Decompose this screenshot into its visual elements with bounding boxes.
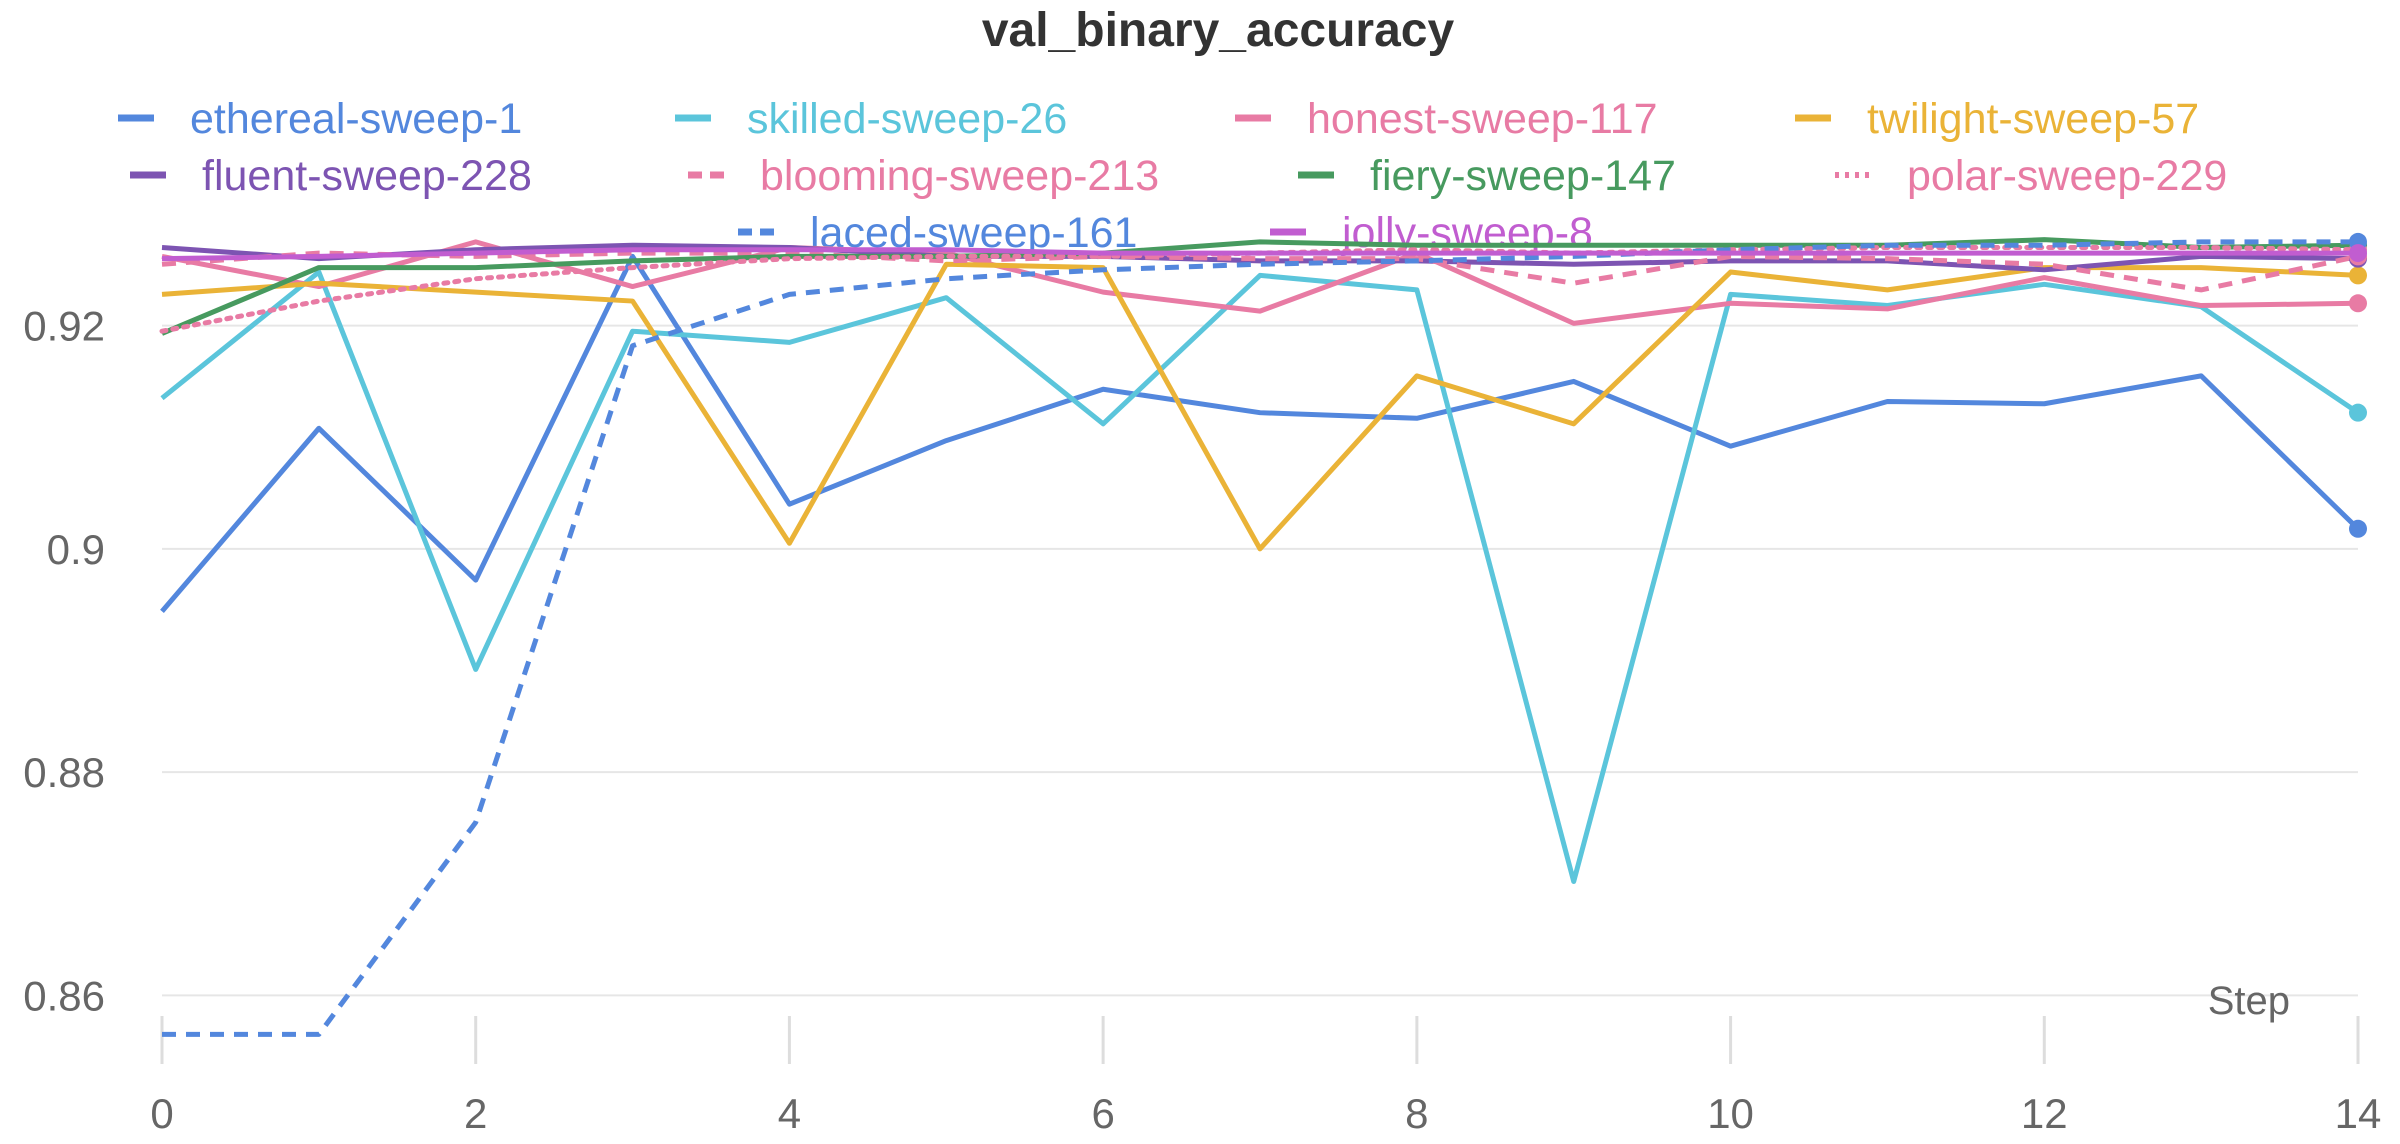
series-line-skilled-sweep-26 bbox=[160, 269, 2360, 884]
y-tick-label: 0.88 bbox=[23, 749, 105, 796]
series-endpoint-ethereal-sweep-1 bbox=[2349, 519, 2367, 538]
legend-item-skilled-sweep-26: skilled-sweep-26 bbox=[675, 95, 1067, 143]
series-line-ethereal-sweep-1 bbox=[160, 253, 2360, 613]
legend-label: twilight-sweep-57 bbox=[1867, 95, 2199, 143]
series-line-twilight-sweep-57 bbox=[161, 261, 2359, 552]
legend-item-polar-sweep-229: polar-sweep-229 bbox=[1835, 152, 2227, 200]
x-tick-label: 4 bbox=[778, 1090, 801, 1137]
series-line-laced-sweep-161 bbox=[162, 239, 2358, 1037]
x-tick-label: 0 bbox=[150, 1090, 173, 1137]
series-group bbox=[159, 237, 2361, 1037]
x-axis: 0 2 4 6 8 10 12 14 bbox=[150, 1016, 2381, 1137]
x-tick-label: 14 bbox=[2335, 1090, 2382, 1137]
legend-label: ethereal-sweep-1 bbox=[190, 95, 522, 143]
chart-title: val_binary_accuracy bbox=[982, 4, 1455, 57]
x-tick-label: 12 bbox=[2021, 1090, 2068, 1137]
y-tick-label: 0.86 bbox=[23, 972, 105, 1019]
legend-label: polar-sweep-229 bbox=[1907, 152, 2227, 200]
legend-label: fluent-sweep-228 bbox=[202, 152, 532, 200]
legend-label: honest-sweep-117 bbox=[1307, 95, 1658, 143]
series-endpoint-honest-sweep-117 bbox=[2349, 294, 2367, 313]
series-endpoint-skilled-sweep-26 bbox=[2349, 403, 2367, 422]
x-axis-label: Step bbox=[2208, 979, 2290, 1023]
legend-item-ethereal-sweep-1: ethereal-sweep-1 bbox=[118, 95, 522, 143]
x-tick-label: 8 bbox=[1405, 1090, 1428, 1137]
series-line-fiery-sweep-147 bbox=[161, 237, 2359, 336]
legend-item-twilight-sweep-57: twilight-sweep-57 bbox=[1795, 95, 2199, 143]
series-line-blooming-sweep-213 bbox=[161, 250, 2359, 293]
series-line-fluent-sweep-228 bbox=[161, 242, 2359, 273]
x-tick-label: 6 bbox=[1091, 1090, 1114, 1137]
legend-item-fiery-sweep-147: fiery-sweep-147 bbox=[1298, 152, 1676, 200]
grid bbox=[162, 324, 2358, 997]
y-tick-label: 0.92 bbox=[23, 303, 105, 350]
series-endpoint-jolly-sweep-8 bbox=[2349, 244, 2367, 263]
legend-label: fiery-sweep-147 bbox=[1370, 152, 1676, 200]
y-tick-label: 0.9 bbox=[47, 526, 105, 573]
legend-item-fluent-sweep-228: fluent-sweep-228 bbox=[130, 152, 532, 200]
legend-item-honest-sweep-117: honest-sweep-117 bbox=[1235, 95, 1658, 143]
legend: ethereal-sweep-1 skilled-sweep-26 honest-s… bbox=[118, 95, 2227, 257]
legend-label: blooming-sweep-213 bbox=[760, 152, 1159, 200]
series-endpoints bbox=[2349, 232, 2367, 538]
legend-label: skilled-sweep-26 bbox=[747, 95, 1067, 143]
series-endpoint-twilight-sweep-57 bbox=[2349, 266, 2367, 285]
series-line-jolly-sweep-8 bbox=[161, 247, 2358, 262]
y-axis: 0.86 0.88 0.9 0.92 bbox=[23, 303, 105, 1020]
x-tick-label: 2 bbox=[464, 1090, 487, 1137]
legend-item-blooming-sweep-213: blooming-sweep-213 bbox=[688, 152, 1159, 200]
x-tick-label: 10 bbox=[1707, 1090, 1754, 1137]
